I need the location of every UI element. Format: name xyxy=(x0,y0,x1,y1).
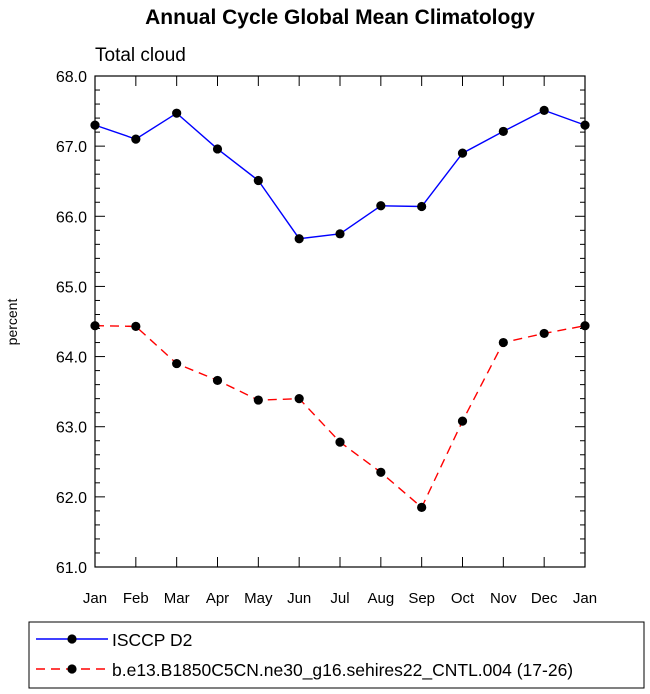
data-point xyxy=(335,229,345,239)
x-tick-label: Mar xyxy=(164,590,190,607)
data-point xyxy=(457,416,468,426)
x-tick-label: Feb xyxy=(123,590,149,607)
chart-title: Annual Cycle Global Mean Climatology xyxy=(145,6,535,29)
x-tick-label: Oct xyxy=(451,590,475,607)
y-tick-label: 68.0 xyxy=(56,69,87,86)
x-tick-label: Jan xyxy=(83,590,107,607)
y-tick-label: 63.0 xyxy=(56,420,87,437)
series-line-0 xyxy=(94,109,586,240)
y-tick-label: 66.0 xyxy=(56,209,87,226)
y-axis-label: percent xyxy=(4,299,20,346)
chart-subtitle: Total cloud xyxy=(95,45,186,66)
x-tick-label: Apr xyxy=(206,590,229,607)
data-point xyxy=(376,201,386,211)
legend-label-1: b.e13.B1850C5CN.ne30_g16.sehires22_CNTL.… xyxy=(112,660,573,681)
data-point xyxy=(131,321,141,332)
y-tick-label: 61.0 xyxy=(56,560,87,577)
legend-box xyxy=(28,621,645,689)
x-tick-labels: Jan Feb Mar Apr May Jun Jul Aug Sep Oct Nov Dec Jan xyxy=(83,590,597,607)
legend: ISCCP D2 b.e13.B1850C5CN.ne30_g16.sehire… xyxy=(28,621,645,689)
data-point xyxy=(131,134,141,144)
y-tick-labels: 61.0 62.0 63.0 64.0 65.0 66.0 67.0 68.0 xyxy=(56,69,87,577)
plot-frame xyxy=(94,75,586,568)
data-point xyxy=(212,144,223,154)
x-tick-label: Sep xyxy=(408,590,435,607)
legend-marker-0 xyxy=(67,634,77,644)
x-tick-label: May xyxy=(244,590,273,607)
data-point xyxy=(417,502,427,512)
data-point xyxy=(294,394,304,404)
legend-marker-1 xyxy=(67,664,77,674)
data-point xyxy=(457,148,468,158)
y-tick-label: 62.0 xyxy=(56,490,87,507)
data-point xyxy=(498,337,508,348)
y-tick-label: 64.0 xyxy=(56,350,87,367)
data-point xyxy=(294,234,304,244)
axis-ticks xyxy=(94,75,586,568)
data-point xyxy=(253,175,263,186)
data-point xyxy=(498,126,508,137)
x-tick-label: Jun xyxy=(287,590,311,607)
y-tick-label: 67.0 xyxy=(56,139,87,156)
series-layer xyxy=(90,105,590,512)
series-line-1 xyxy=(94,325,586,509)
data-point xyxy=(539,105,549,115)
x-tick-label: Nov xyxy=(490,590,517,607)
data-point xyxy=(172,108,182,118)
x-tick-label: Aug xyxy=(367,590,394,607)
data-point xyxy=(212,375,223,386)
x-tick-label: Dec xyxy=(531,590,558,607)
data-point xyxy=(376,467,386,477)
data-point xyxy=(539,328,549,339)
data-point xyxy=(335,437,345,447)
x-tick-label: Jul xyxy=(330,590,349,607)
data-point xyxy=(253,395,263,405)
legend-label-0: ISCCP D2 xyxy=(112,630,192,650)
y-tick-label: 65.0 xyxy=(56,279,87,296)
data-point xyxy=(417,201,427,212)
x-tick-label: Jan xyxy=(573,590,597,607)
data-point xyxy=(172,358,182,369)
